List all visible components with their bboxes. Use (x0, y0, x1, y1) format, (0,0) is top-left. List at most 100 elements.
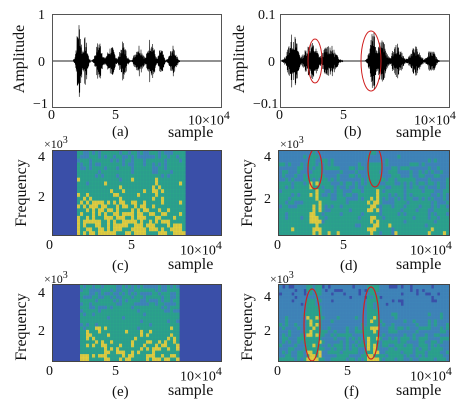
spectrogram-cell (164, 295, 168, 300)
spectrogram-cell (140, 298, 144, 303)
spectrogram-cell (348, 223, 353, 228)
spectrogram-cell (312, 196, 316, 202)
spectrogram-cell (333, 181, 338, 186)
spectrogram-cell (373, 151, 377, 156)
spectrogram-cell (412, 196, 417, 202)
spectrogram-cell (324, 329, 329, 334)
spectrogram-cell (382, 347, 386, 352)
spectrogram-cell (394, 302, 398, 307)
spectrogram-cell (442, 305, 447, 310)
spectrogram-cell (403, 312, 408, 317)
spectrogram-cell (348, 333, 353, 338)
spectrogram-cell (98, 173, 102, 179)
spectrogram-cell (418, 227, 423, 232)
spectrogram-cell (86, 151, 90, 156)
spectrogram-cell (170, 166, 174, 171)
spectrogram-cell (170, 323, 174, 328)
spectrogram-cell (403, 215, 408, 221)
spectrogram-cell (339, 204, 344, 209)
spectrogram-cell (312, 354, 316, 359)
spectrogram-cell (176, 312, 180, 317)
spectrogram-cell (300, 326, 304, 331)
spectrogram-cell (388, 350, 392, 355)
spectrogram-cell (155, 295, 159, 300)
spectrogram-cell (361, 185, 365, 190)
spectrogram-cell (164, 302, 168, 307)
spectrogram-cell (294, 154, 298, 160)
spectrogram-cell (379, 162, 383, 167)
spectrogram-cell (439, 319, 444, 324)
xtick: 0 (46, 238, 53, 253)
spectrogram-cell (161, 285, 165, 290)
spectrogram-cell (354, 173, 359, 179)
spectrogram-cell (179, 181, 183, 186)
spectrogram-cell (83, 350, 87, 355)
spectrogram-cell (412, 189, 417, 194)
spectrogram-cell (182, 204, 186, 209)
spectrogram-cell (164, 196, 168, 202)
spectrogram-cell (364, 223, 368, 228)
spectrogram-cell (397, 347, 401, 352)
spectrogram-cell (92, 354, 96, 359)
spectrogram-cell (89, 208, 93, 213)
spectrogram-cell (86, 340, 90, 345)
spectrogram-cell (403, 347, 408, 352)
spectrogram-cell (321, 154, 326, 160)
spectrogram-cell (315, 162, 319, 167)
spectrogram-cell (370, 166, 374, 171)
spectrogram-cell (170, 309, 174, 314)
spectrogram-cell (167, 189, 171, 194)
spectrogram-cell (318, 219, 323, 225)
spectrogram-cell (137, 285, 141, 290)
spectrogram-cell (379, 305, 383, 310)
spectrogram-cell (113, 219, 117, 225)
spectrogram-cell (116, 193, 120, 198)
spectrogram-cell (403, 200, 408, 205)
spectrogram-cell (415, 227, 420, 232)
spectrogram-cell (303, 329, 307, 334)
spectrogram-cell (285, 305, 289, 310)
spectrogram-cell (128, 158, 132, 163)
spectrogram-cell (318, 336, 323, 341)
spectrogram-cell (342, 357, 347, 361)
spectrogram-cell (446, 196, 449, 202)
spectrogram-cell (327, 154, 332, 160)
spectrogram-cell (373, 333, 377, 338)
spectrogram-cell (357, 347, 362, 352)
spectrogram-cell (351, 158, 356, 163)
spectrogram-cell (412, 166, 417, 171)
spectrogram-cell (83, 326, 87, 331)
spectrogram-cell (415, 323, 420, 328)
spectrogram-cell (446, 336, 449, 341)
spectrogram-cell (279, 215, 283, 221)
spectrogram-cell (348, 154, 353, 160)
spectrogram-cell (119, 158, 123, 163)
spectrogram-cell (361, 215, 365, 221)
spectrogram-cell (143, 231, 147, 235)
spectrogram-cell (113, 173, 117, 179)
spectrogram-cell (309, 219, 313, 225)
spectrogram-cell (430, 181, 435, 186)
spectrogram-cell (95, 305, 99, 310)
spectrogram-cell (116, 204, 120, 209)
spectrogram-cell (170, 350, 174, 355)
spectrogram-cell (294, 285, 298, 290)
spectrogram-cell (406, 350, 411, 355)
spectrogram-cell (400, 185, 404, 190)
spectrogram-cell (339, 285, 344, 290)
spectrogram-cell (315, 223, 319, 228)
spectrogram-cell (297, 312, 301, 317)
spectrogram-cell (357, 189, 362, 194)
spectrogram-cell (400, 162, 404, 167)
spectrogram-cell (342, 295, 347, 300)
spectrogram-cell (367, 291, 371, 296)
spectrogram-cell (143, 189, 147, 194)
spectrogram-cell (113, 215, 117, 221)
spectrogram-cell (354, 196, 359, 202)
spectrogram-cell (345, 305, 350, 310)
spectrogram-cell (140, 181, 144, 186)
spectrogram-cell (361, 196, 365, 202)
spectrogram-cell (388, 208, 392, 213)
spectrogram-cell (104, 350, 108, 355)
spectrogram-cell (134, 204, 138, 209)
